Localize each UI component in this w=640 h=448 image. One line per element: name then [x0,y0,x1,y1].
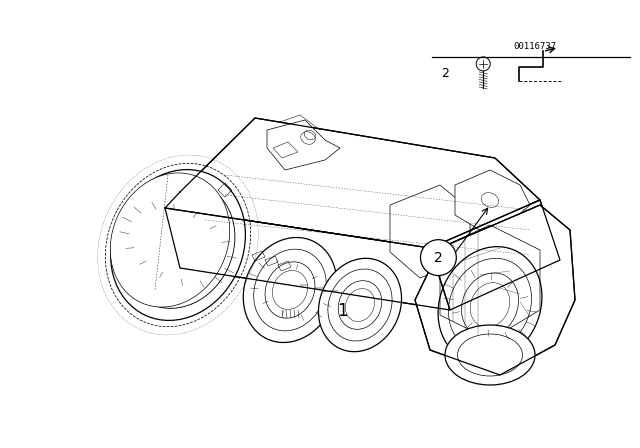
Circle shape [420,240,456,276]
Polygon shape [165,118,540,248]
Ellipse shape [445,325,535,385]
Polygon shape [165,208,450,310]
Polygon shape [455,170,530,230]
Text: 2: 2 [441,67,449,81]
Ellipse shape [438,247,542,363]
Text: 00116737: 00116737 [513,42,556,51]
Ellipse shape [147,210,209,280]
Ellipse shape [110,173,230,307]
Ellipse shape [338,280,382,329]
Text: 1: 1 [337,302,348,320]
Ellipse shape [243,237,337,343]
Polygon shape [273,142,298,158]
Polygon shape [415,205,575,375]
Ellipse shape [111,170,245,320]
Polygon shape [267,120,340,170]
Text: 2: 2 [434,250,443,265]
Polygon shape [390,185,470,278]
Ellipse shape [461,273,518,337]
Ellipse shape [265,262,315,318]
Polygon shape [430,200,560,310]
Ellipse shape [319,258,401,352]
